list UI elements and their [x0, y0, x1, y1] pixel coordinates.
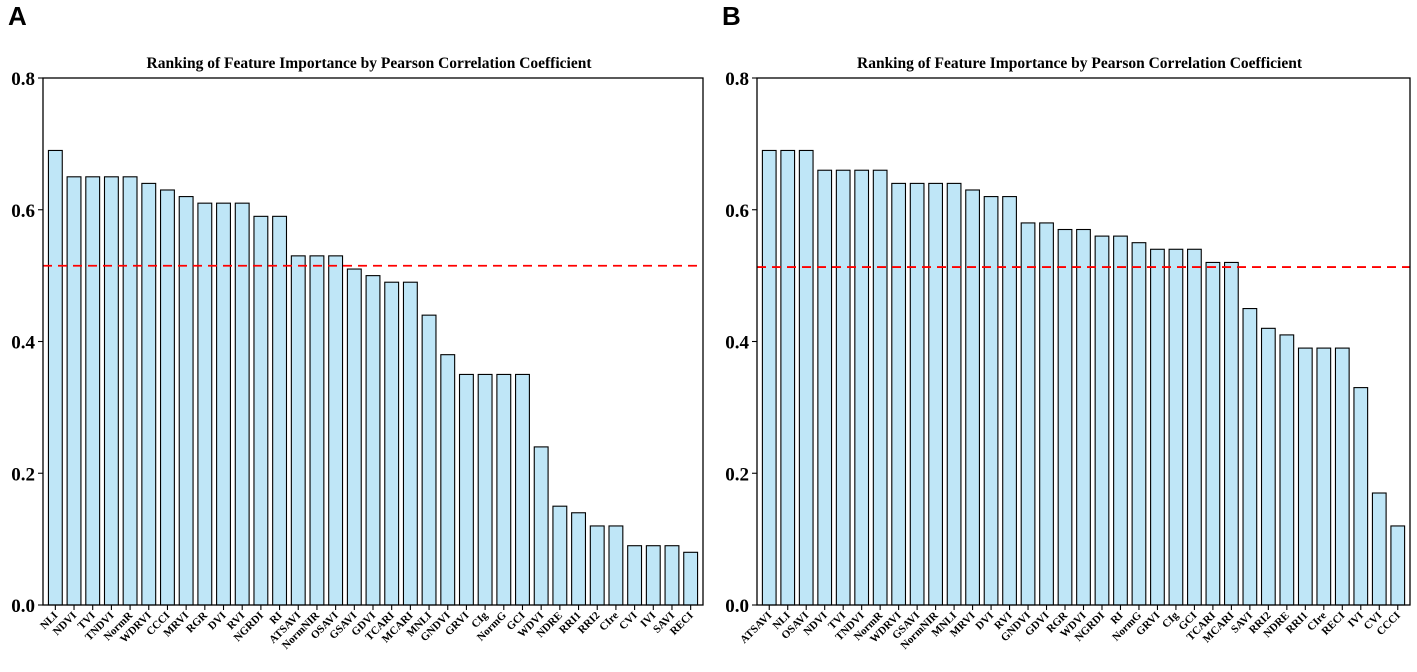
y-tick-label: 0.6 — [725, 201, 749, 222]
bar-mnli — [421, 314, 437, 606]
bar-ccci — [159, 189, 175, 606]
bar-mcari — [1224, 261, 1239, 606]
bar-osavi — [328, 255, 344, 606]
bar-rri1 — [571, 512, 587, 606]
panel-label-a: A — [8, 1, 27, 31]
bar-normr — [872, 169, 888, 606]
bar-nli — [47, 149, 63, 606]
y-tick-label: 0.4 — [11, 333, 35, 354]
x-tick-label: CVI — [617, 610, 640, 633]
bar-tndvi — [854, 169, 870, 606]
bar-normr — [122, 176, 138, 606]
bar-wdvi — [533, 446, 549, 606]
bar-cig — [477, 373, 493, 606]
bar-rvi — [234, 202, 250, 606]
x-tick-label: DVI — [973, 610, 996, 633]
bar-atsavi — [761, 149, 777, 606]
chart-title: Ranking of Feature Importance by Pearson… — [147, 55, 593, 72]
bar-dvi — [216, 202, 231, 606]
bar-cig — [1168, 248, 1184, 606]
bar-nli — [780, 149, 796, 606]
bar-rri2 — [1260, 327, 1276, 606]
panel-label-b: B — [722, 1, 741, 31]
bar-savi — [664, 545, 680, 606]
bar-mnli — [946, 182, 962, 606]
x-tick-label: CIre — [597, 610, 621, 634]
bar-wdrvi — [891, 182, 907, 606]
bar-grvi — [458, 373, 474, 606]
bar-gci — [515, 373, 530, 606]
plot-frame — [42, 77, 704, 606]
bar-ivi — [1353, 387, 1369, 606]
bar-gdvi — [1039, 222, 1054, 606]
bar-mrvi — [178, 196, 194, 606]
bar-wdvi — [1076, 228, 1091, 606]
bar-gsavi — [909, 182, 925, 606]
bar-mcari — [402, 281, 418, 606]
bar-ngrdi — [253, 215, 269, 606]
bar-gndvi — [440, 354, 456, 606]
bar-wdrvi — [141, 182, 157, 606]
bar-gdvi — [365, 275, 381, 606]
bar-grvi — [1150, 248, 1165, 606]
bar-tndvi — [103, 176, 119, 606]
bar-gndvi — [1020, 222, 1036, 606]
bar-cvi — [627, 545, 643, 606]
bar-ivi — [645, 545, 661, 606]
bar-tcari — [1205, 261, 1221, 606]
bar-cire — [608, 525, 624, 606]
y-tick-label: 0.0 — [11, 596, 35, 617]
y-tick-label: 0.8 — [725, 69, 749, 90]
bar-normg — [1131, 242, 1147, 606]
bar-ri — [272, 215, 288, 606]
chart-panel-b: Ranking of Feature Importance by Pearson… — [725, 55, 1411, 652]
bar-normnir — [309, 255, 325, 606]
bar-rri1 — [1297, 347, 1313, 606]
bar-cire — [1316, 347, 1332, 606]
bar-ndvi — [817, 169, 833, 606]
bar-mrvi — [965, 189, 980, 606]
y-tick-label: 0.2 — [725, 464, 749, 485]
bar-rri2 — [589, 525, 605, 606]
bar-ccci — [1390, 525, 1406, 606]
bar-ndre — [552, 505, 568, 606]
plot-frame — [756, 77, 1411, 606]
bar-osavi — [798, 149, 814, 606]
y-tick-label: 0.4 — [725, 333, 749, 354]
bar-ndvi — [66, 176, 82, 606]
bar-ri — [1113, 235, 1128, 606]
bar-gci — [1187, 248, 1202, 606]
chart-panel-a: Ranking of Feature Importance by Pearson… — [11, 55, 704, 652]
bar-ndre — [1279, 334, 1295, 606]
bar-savi — [1242, 308, 1258, 606]
x-tick-label: IVI — [1346, 610, 1366, 630]
bar-normg — [496, 373, 512, 606]
bar-dvi — [983, 196, 999, 606]
bar-gsavi — [346, 268, 362, 606]
x-tick-label: DVI — [206, 610, 229, 633]
bar-normnir — [928, 182, 944, 606]
bar-reci — [1334, 347, 1350, 606]
chart-title: Ranking of Feature Importance by Pearson… — [857, 55, 1303, 72]
bar-ngrdi — [1094, 235, 1110, 606]
bar-tvi — [835, 169, 851, 606]
bar-rvi — [1002, 196, 1017, 606]
bar-rgr — [197, 202, 213, 606]
bar-reci — [683, 551, 699, 606]
y-tick-label: 0.6 — [11, 201, 35, 222]
bar-atsavi — [290, 255, 306, 606]
bar-tvi — [85, 176, 101, 606]
y-tick-label: 0.0 — [725, 596, 749, 617]
y-tick-label: 0.2 — [11, 464, 35, 485]
y-tick-label: 0.8 — [11, 69, 35, 90]
bar-cvi — [1371, 492, 1387, 606]
bar-tcari — [384, 281, 400, 606]
bar-rgr — [1057, 228, 1073, 606]
